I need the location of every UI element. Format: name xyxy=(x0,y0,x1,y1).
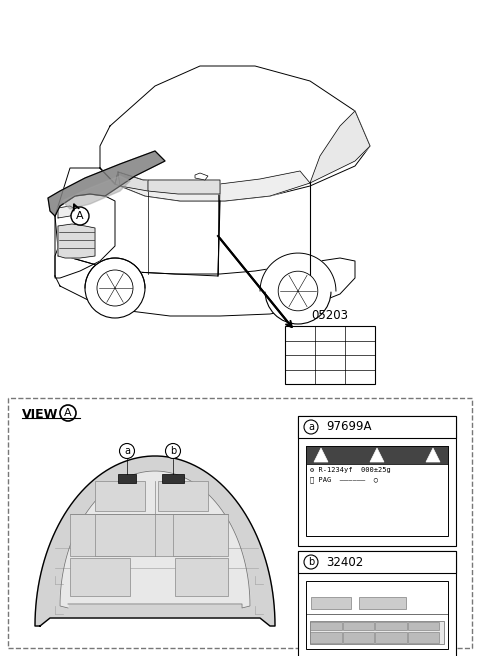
Text: b: b xyxy=(308,557,314,567)
Bar xyxy=(298,416,456,438)
Bar xyxy=(343,632,374,643)
Bar xyxy=(118,474,136,483)
Circle shape xyxy=(60,405,76,421)
Bar xyxy=(306,446,448,464)
Polygon shape xyxy=(55,248,355,316)
Bar xyxy=(408,622,439,630)
Circle shape xyxy=(304,555,318,569)
Bar xyxy=(343,622,374,630)
Bar xyxy=(298,416,456,546)
Polygon shape xyxy=(58,224,95,258)
Text: A: A xyxy=(76,211,84,221)
Bar xyxy=(298,551,456,573)
Text: b: b xyxy=(170,446,176,456)
Polygon shape xyxy=(195,173,208,180)
Polygon shape xyxy=(260,253,336,291)
Text: A: A xyxy=(64,408,72,418)
Polygon shape xyxy=(58,206,78,218)
Polygon shape xyxy=(60,471,250,608)
Bar xyxy=(408,632,439,643)
Polygon shape xyxy=(100,66,370,201)
Text: VIEW: VIEW xyxy=(22,408,59,421)
Bar xyxy=(310,632,341,643)
Bar xyxy=(375,632,407,643)
Polygon shape xyxy=(55,168,220,276)
Circle shape xyxy=(85,258,145,318)
Circle shape xyxy=(97,270,133,306)
Bar xyxy=(95,514,210,556)
Polygon shape xyxy=(115,171,310,201)
Bar xyxy=(311,597,351,609)
Circle shape xyxy=(304,420,318,434)
Text: ⬤ PAG  ――――――  ○: ⬤ PAG ―――――― ○ xyxy=(310,477,378,483)
Polygon shape xyxy=(314,448,328,462)
Bar xyxy=(310,621,444,644)
Polygon shape xyxy=(85,258,145,288)
Polygon shape xyxy=(48,151,165,216)
Text: a: a xyxy=(124,446,130,456)
Polygon shape xyxy=(148,180,220,194)
Bar xyxy=(70,514,130,556)
Circle shape xyxy=(120,443,134,459)
Polygon shape xyxy=(35,456,275,626)
Bar xyxy=(306,446,448,536)
Text: ⚙ R-1234yf  000±25g: ⚙ R-1234yf 000±25g xyxy=(310,467,391,473)
Bar xyxy=(8,398,472,648)
Bar xyxy=(175,558,228,596)
Circle shape xyxy=(71,207,89,225)
Bar xyxy=(173,514,228,556)
Text: 32402: 32402 xyxy=(326,556,363,569)
Bar xyxy=(359,597,407,609)
Polygon shape xyxy=(426,448,440,462)
Circle shape xyxy=(278,271,318,311)
Circle shape xyxy=(166,443,180,459)
Text: 05203: 05203 xyxy=(312,309,348,322)
Bar xyxy=(95,481,145,511)
Bar xyxy=(285,326,375,384)
Polygon shape xyxy=(310,111,370,183)
Bar xyxy=(162,474,184,483)
Circle shape xyxy=(265,258,331,324)
Bar xyxy=(70,558,130,596)
Polygon shape xyxy=(62,176,130,209)
Polygon shape xyxy=(370,448,384,462)
Bar xyxy=(310,622,341,630)
Polygon shape xyxy=(118,172,148,191)
Bar xyxy=(158,481,208,511)
Polygon shape xyxy=(55,194,115,278)
Text: a: a xyxy=(308,422,314,432)
Text: 97699A: 97699A xyxy=(326,420,372,434)
Bar xyxy=(298,551,456,656)
Bar xyxy=(375,622,407,630)
Bar xyxy=(306,581,448,649)
